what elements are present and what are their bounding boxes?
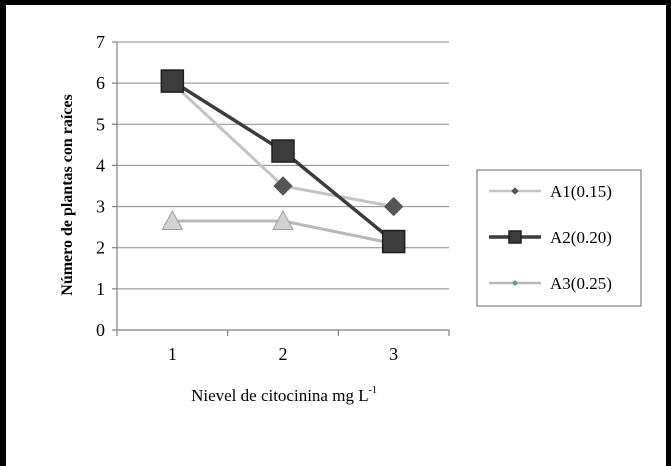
legend-label: A3(0.25) <box>550 274 612 293</box>
x-tick-labels: 1 2 3 <box>168 344 398 364</box>
x-axis-title-text: Nievel de citocinina mg L <box>191 386 369 405</box>
data-point <box>383 196 404 217</box>
y-tick-label: 0 <box>96 320 105 340</box>
x-tick-label: 1 <box>168 344 177 364</box>
y-axis-title: Número de plantas con raíces <box>59 94 76 295</box>
legend-marker <box>512 280 518 286</box>
y-tick-label: 5 <box>96 114 105 134</box>
x-tick-label: 3 <box>389 344 398 364</box>
legend-label: A1(0.15) <box>550 182 612 201</box>
data-point <box>381 229 406 254</box>
legend: A1(0.15) A2(0.20) A3(0.25) <box>476 169 642 307</box>
y-tick-label: 6 <box>96 73 105 93</box>
data-point <box>273 176 293 196</box>
y-tick-label: 3 <box>96 197 105 217</box>
data-point <box>160 69 185 93</box>
y-tick-label: 4 <box>96 155 105 175</box>
data-point <box>271 139 295 163</box>
axes <box>116 42 449 331</box>
y-tick-labels: 0 1 2 3 4 5 6 7 <box>96 32 105 340</box>
x-axis-title: Nievel de citocinina mg L-1 <box>191 385 377 405</box>
legend-marker <box>508 230 522 244</box>
legend-label: A2(0.20) <box>550 228 612 247</box>
y-tick-label: 7 <box>96 32 105 52</box>
x-axis-title-superscript: -1 <box>369 385 377 396</box>
y-tick-label: 1 <box>96 279 105 299</box>
data-point <box>272 209 294 230</box>
data-point <box>161 209 184 230</box>
series <box>160 69 406 254</box>
y-tick-label: 2 <box>96 238 105 258</box>
legend-marker <box>511 187 519 195</box>
x-tick-label: 2 <box>279 344 288 364</box>
